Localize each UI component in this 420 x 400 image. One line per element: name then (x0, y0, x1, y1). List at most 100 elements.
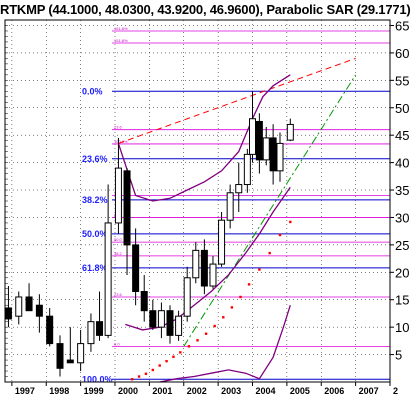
y-tick-label: 50 (395, 101, 409, 116)
y-tick-label: 40 (395, 156, 409, 171)
candle-body-down (255, 120, 263, 161)
candle-body-up (249, 118, 256, 155)
candle-body-down (132, 244, 140, 292)
sar-dot (289, 220, 292, 224)
y-tick-label: 30 (395, 210, 409, 225)
fib-sub-label: 151.8% (114, 38, 128, 43)
y-tick-label: 55 (395, 73, 409, 88)
parabolic-sar-series (130, 220, 292, 381)
y-tick-label: 20 (395, 265, 409, 280)
x-tick-label: 1998 (49, 386, 69, 396)
candle-body-down (46, 315, 54, 345)
y-tick-label: 60 (395, 46, 409, 61)
plot-frame (4, 19, 391, 383)
candle-body-up (192, 249, 200, 279)
fib-sub-label: 38.2 (114, 251, 123, 256)
candlestick-series (4, 91, 294, 377)
fib-main-label: 61.8% (82, 263, 108, 273)
grid-layer (5, 20, 390, 382)
candle-body-down (140, 291, 148, 312)
chart-title: RTKMP (44.1000, 48.0300, 43.9200, 46.960… (0, 2, 411, 17)
sar-dot (222, 316, 225, 319)
fib-sub-label: 100.0% (114, 139, 128, 144)
sar-dot (258, 268, 261, 271)
sar-dot (187, 345, 191, 348)
sar-dot (179, 351, 182, 354)
oscillator-line (159, 305, 291, 383)
sar-dot (268, 251, 271, 255)
candle-body-down (25, 296, 33, 312)
candle-body-up (262, 137, 270, 161)
axes: 5 10 15 20 25 30 35 40 45 50 55 60 65 1997 1998 1999 200… (4, 18, 409, 396)
envelope-bands (117, 74, 291, 383)
sar-dot (247, 283, 251, 286)
candle-body-up (209, 263, 217, 287)
candle-body-down (166, 310, 174, 336)
candle-body-down (66, 359, 74, 364)
sar-dot (278, 233, 282, 237)
lower-band-line (125, 186, 291, 331)
fib-main-label: 23.6% (82, 154, 108, 164)
trend-lines (118, 57, 357, 347)
candle-body-up (157, 310, 165, 328)
sar-dot (172, 355, 175, 358)
candle-body-down (56, 343, 64, 369)
fib-sub-label: 161.8% (114, 26, 128, 31)
sar-dot (130, 378, 134, 381)
y-tick-label: 65 (395, 18, 409, 33)
candle-body-up (104, 222, 112, 336)
candle-body-down (123, 170, 131, 246)
sar-dot (158, 364, 161, 367)
upper-band-line (117, 74, 291, 202)
fib-main-label: 0.0% (82, 86, 103, 96)
candle-body-up (218, 219, 226, 265)
candle-body-down (35, 304, 43, 317)
x-tick-label: 2 (393, 386, 398, 396)
candle-body-up (15, 296, 23, 317)
candle-body-down (200, 249, 208, 287)
sar-dot (230, 306, 234, 309)
sar-dot (165, 359, 168, 363)
x-tick-label: 1997 (15, 386, 35, 396)
fib-main-label: 50.0% (82, 229, 108, 239)
candle-body-up (235, 184, 243, 194)
trend-line-resistance (118, 57, 356, 144)
candle-body-up (77, 343, 85, 364)
candle-body-up (87, 321, 95, 345)
y-tick-label: 15 (395, 293, 409, 308)
x-tick-label: 2000 (118, 386, 138, 396)
y-tick-label: 25 (395, 238, 409, 253)
y-tick-label: 45 (395, 128, 409, 143)
x-tick-label: 2001 (152, 386, 172, 396)
fib-main-label: 38.2% (82, 195, 108, 205)
candle-body-up (114, 167, 122, 224)
sar-dot (213, 324, 216, 328)
candle-body-up (175, 315, 183, 336)
candle-body-down (149, 310, 157, 328)
trend-line-support (183, 74, 357, 347)
candle-body-up (286, 123, 294, 141)
y-tick-label: 35 (395, 183, 409, 198)
fib-main-label: 100.0% (82, 374, 113, 384)
fib-sub-label: 50.0 (114, 237, 123, 242)
fib-sub-label: 23.6 (114, 125, 123, 130)
x-tick-label: 1999 (84, 386, 104, 396)
x-tick-label: 2005 (290, 386, 310, 396)
fib-sub-label: 0.0 (114, 341, 120, 346)
sar-dot (204, 332, 208, 335)
sar-dot (144, 372, 148, 375)
sar-dot (151, 368, 155, 372)
x-tick-label: 2002 (187, 386, 207, 396)
y-tick-label: 5 (395, 348, 402, 363)
candle-body-down (4, 307, 12, 320)
x-tick-label: 2007 (359, 386, 379, 396)
sar-dot (239, 295, 242, 299)
x-tick-label: 2004 (256, 386, 276, 396)
x-tick-label: 2006 (324, 386, 344, 396)
fib-sub-label: 23.6 (114, 292, 123, 297)
sar-dot (196, 339, 199, 342)
x-tick-label: 2003 (221, 386, 241, 396)
y-tick-label: 10 (395, 320, 409, 335)
sar-dot (137, 375, 141, 378)
